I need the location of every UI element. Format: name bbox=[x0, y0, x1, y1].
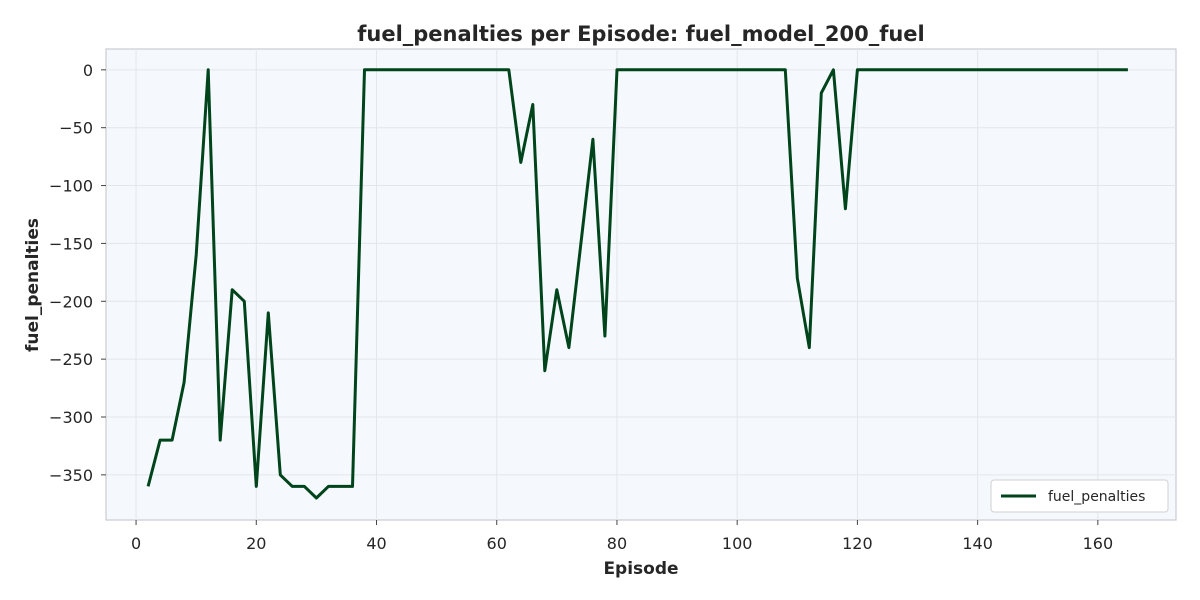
x-tick-label: 120 bbox=[842, 534, 873, 553]
y-tick-label: −200 bbox=[49, 292, 93, 311]
x-tick-label: 80 bbox=[607, 534, 627, 553]
y-axis-label: fuel_penalties bbox=[23, 218, 43, 352]
x-tick-label: 160 bbox=[1083, 534, 1114, 553]
y-tick-label: −250 bbox=[49, 350, 93, 369]
y-tick-label: −300 bbox=[49, 408, 93, 427]
x-axis-ticks: 0 20 40 60 80 100 120 140 160 bbox=[131, 520, 1113, 553]
chart-title: fuel_penalties per Episode: fuel_model_2… bbox=[357, 22, 925, 46]
y-tick-label: −100 bbox=[49, 177, 93, 196]
y-axis-ticks: 0 −50 −100 −150 −200 −250 −300 −350 bbox=[49, 61, 106, 485]
y-tick-label: 0 bbox=[83, 61, 93, 80]
legend-label: fuel_penalties bbox=[1048, 489, 1145, 505]
x-tick-label: 20 bbox=[246, 534, 266, 553]
x-tick-label: 0 bbox=[131, 534, 141, 553]
y-tick-label: −50 bbox=[59, 119, 93, 138]
x-axis-label: Episode bbox=[603, 559, 678, 579]
plot-area bbox=[105, 48, 1177, 521]
y-tick-label: −150 bbox=[49, 234, 93, 253]
series-layer bbox=[146, 68, 1128, 500]
x-tick-label: 40 bbox=[366, 534, 386, 553]
x-tick-label: 100 bbox=[722, 534, 753, 553]
legend-box bbox=[990, 479, 1169, 513]
legend: fuel_penalties bbox=[990, 479, 1169, 513]
y-tick-label: −350 bbox=[49, 466, 93, 485]
x-tick-label: 140 bbox=[962, 534, 993, 553]
series-line bbox=[146, 68, 1128, 500]
x-tick-label: 60 bbox=[487, 534, 507, 553]
